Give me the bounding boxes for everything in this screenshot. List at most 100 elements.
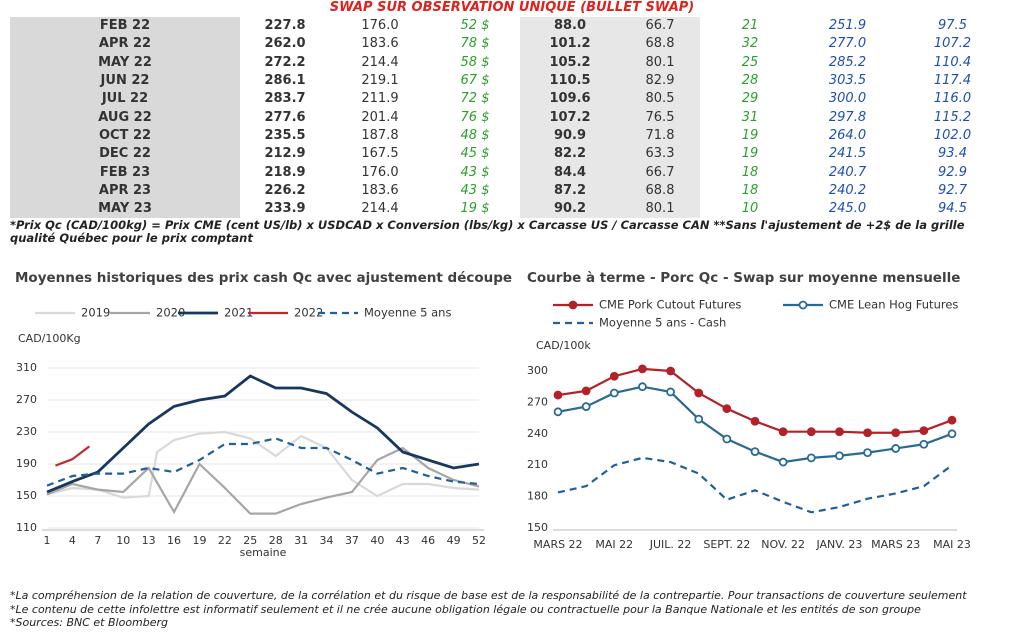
table-cell: 235.5 — [264, 127, 306, 143]
point — [778, 457, 788, 467]
table-cell: 227.8 — [264, 18, 306, 34]
table-cell: 10 — [741, 201, 759, 217]
y-tick-label: 310 — [16, 361, 37, 374]
legend-label: Moyenne 5 ans — [364, 306, 451, 320]
point — [919, 426, 929, 436]
table-cell: 101.2 — [520, 35, 620, 54]
point — [722, 404, 732, 414]
x-tick-label: 37 — [345, 534, 359, 547]
x-tick-label: SEPT. 22 — [703, 538, 750, 551]
legend-marker — [568, 300, 578, 310]
y-tick-label: 150 — [527, 521, 548, 534]
table-cell: 82.2 — [520, 145, 620, 164]
table-cell: 297.8 — [828, 109, 867, 125]
footnote: *Prix Qc (CAD/100kg) = Prix CME (cent US… — [10, 218, 965, 245]
note: *La compréhension de la relation de couv… — [10, 589, 967, 602]
table-cell: OCT 22 — [10, 126, 240, 146]
point — [891, 444, 901, 453]
table-cell: 110.5 — [520, 71, 620, 91]
point — [722, 434, 732, 444]
table-cell: JUL 22 — [10, 90, 240, 109]
table-cell: 94.5 — [938, 201, 967, 217]
table-cell: 201.4 — [361, 109, 399, 125]
table-cell: 251.9 — [828, 18, 867, 34]
table-cell: 272.2 — [264, 54, 306, 70]
x-tick-label: 43 — [396, 534, 410, 547]
table-cell: 72 $ — [460, 91, 490, 107]
x-tick-label: 46 — [421, 534, 435, 547]
table-cell: 66.7 — [620, 163, 700, 182]
table-cell: 167.5 — [361, 146, 399, 162]
y-axis-label: CAD/100k — [536, 339, 591, 352]
x-tick-label: 40 — [370, 534, 384, 547]
table-row: MAY 22 272.2 214.4 58 $ 105.2 80.1 25 285.2 110.… — [10, 53, 1010, 72]
table-row: JUN 22 286.1 219.1 67 $ 110.5 82.9 28 303.5 117.… — [10, 71, 1010, 91]
table-cell: 97.5 — [938, 18, 967, 34]
point — [947, 415, 957, 425]
table-cell: FEB 22 — [10, 17, 240, 36]
x-tick-label: 16 — [167, 534, 181, 547]
legend-label: 2020 — [156, 306, 185, 320]
table-cell: 264.0 — [828, 127, 867, 143]
x-tick-label: MARS 22 — [533, 538, 582, 551]
table-cell: 29 — [741, 91, 759, 107]
point — [750, 416, 760, 426]
point — [609, 388, 619, 398]
table-cell: 67 $ — [460, 73, 490, 89]
table-cell: 80.1 — [620, 53, 700, 72]
legend-label: 2019 — [81, 306, 110, 320]
y-tick-label: 230 — [16, 425, 37, 438]
table-cell: MAY 22 — [10, 53, 240, 72]
table-cell: 68.8 — [620, 35, 700, 54]
table-cell: 43 $ — [460, 182, 490, 198]
table-cell: 211.9 — [361, 91, 399, 107]
point — [666, 387, 675, 397]
table-cell: 66.7 — [620, 17, 700, 36]
table-cell: 214.4 — [361, 54, 399, 70]
point — [638, 382, 647, 392]
table-row: AUG 22 277.6 201.4 76 $ 107.2 76.5 31 297.8 115.… — [10, 108, 1010, 127]
legend-label: 2021 — [224, 306, 253, 320]
table-cell: 19 — [741, 146, 759, 162]
y-tick-label: 150 — [16, 489, 37, 502]
table-row: JUL 22 283.7 211.9 72 $ 109.6 80.5 29 300.0 116.… — [10, 90, 1010, 109]
table-cell: DEC 22 — [10, 145, 240, 164]
x-tick-label: 4 — [69, 534, 76, 547]
y-tick-label: 110 — [16, 521, 37, 534]
point — [863, 448, 872, 458]
point — [666, 366, 675, 376]
table-cell: APR 23 — [10, 181, 240, 200]
table-cell: 300.0 — [828, 91, 867, 107]
point — [835, 451, 844, 461]
x-tick-label: JUIL. 22 — [649, 538, 692, 551]
legend-label: CME Pork Cutout Futures — [599, 298, 741, 312]
table-cell: 92.9 — [938, 164, 967, 180]
chart-title: Courbe à terme - Porc Qc - Swap sur moye… — [527, 270, 960, 286]
series-line — [557, 456, 953, 514]
table-cell: 92.7 — [938, 182, 967, 198]
table-cell: 176.0 — [361, 18, 399, 34]
x-tick-label: 1 — [44, 534, 51, 547]
y-axis-label: CAD/100Kg — [18, 332, 81, 345]
point — [891, 428, 901, 438]
point — [947, 429, 957, 439]
table-row: FEB 23 218.9 176.0 43 $ 84.4 66.7 18 240.7 92.9 — [10, 163, 1010, 182]
table-cell: 43 $ — [460, 164, 490, 180]
table-cell: 93.4 — [938, 146, 967, 162]
swap-table: FEB 22 227.8 176.0 52 $88.0 66.7 21 251.9 97.5 A… — [10, 17, 1010, 219]
table-cell: 115.2 — [933, 109, 972, 125]
table-cell: 107.2 — [933, 36, 972, 52]
table-cell: 241.5 — [828, 146, 867, 162]
point — [553, 407, 563, 417]
x-tick-label: 31 — [294, 534, 308, 547]
y-tick-label: 190 — [16, 457, 37, 470]
table-cell: 226.2 — [264, 182, 306, 198]
table-cell: FEB 23 — [10, 163, 240, 182]
table-cell: 80.1 — [620, 199, 700, 219]
table-cell: 262.0 — [264, 36, 306, 52]
table-cell: 63.3 — [620, 145, 700, 164]
table-cell: 286.1 — [264, 73, 306, 89]
table-cell: 218.9 — [264, 164, 306, 180]
table-cell: 102.0 — [933, 127, 972, 143]
